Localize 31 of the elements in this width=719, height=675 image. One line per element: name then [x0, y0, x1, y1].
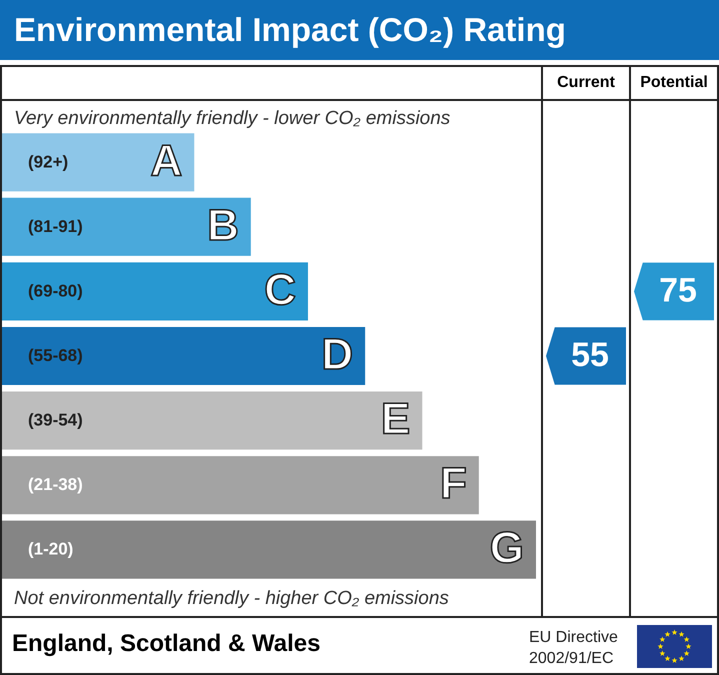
bar — [2, 133, 194, 192]
text: 75 — [659, 271, 697, 310]
y-tick-label: C — [264, 265, 296, 314]
y-tick-label: B — [207, 200, 239, 250]
y-tick-label: E — [380, 394, 410, 444]
y-tick-label: A — [150, 136, 182, 186]
y-tick-label: G — [490, 524, 524, 573]
annotation: (92+) — [28, 152, 68, 172]
text: Not environmentally friendly - higher CO₂ emissions — [14, 588, 449, 610]
annotation: (21-38) — [28, 475, 83, 494]
y-tick-label: F — [440, 459, 467, 508]
annotation: (55-68) — [28, 346, 83, 365]
bar — [2, 520, 536, 579]
chart-title: Environmental Impact (CO₂) Rating — [0, 0, 719, 60]
text: Potential — [639, 74, 709, 92]
bar — [2, 326, 366, 386]
bar — [2, 198, 251, 256]
y-tick-label: D — [321, 330, 354, 379]
annotation: (1-20) — [28, 540, 74, 559]
bar — [2, 392, 422, 450]
annotation: (39-54) — [28, 410, 83, 430]
text: 2002/91/EC — [529, 649, 615, 669]
text: Very environmentally friendly - lower CO₂ emissions — [14, 108, 450, 130]
annotation: (69-80) — [28, 281, 83, 300]
text: EU Directive — [529, 628, 618, 648]
bar — [2, 262, 308, 320]
text: England, Scotland & Wales — [12, 630, 320, 658]
bar — [2, 456, 479, 514]
annotation: (81-91) — [28, 216, 83, 236]
text: 55 — [571, 336, 609, 374]
text: Current — [556, 74, 616, 92]
